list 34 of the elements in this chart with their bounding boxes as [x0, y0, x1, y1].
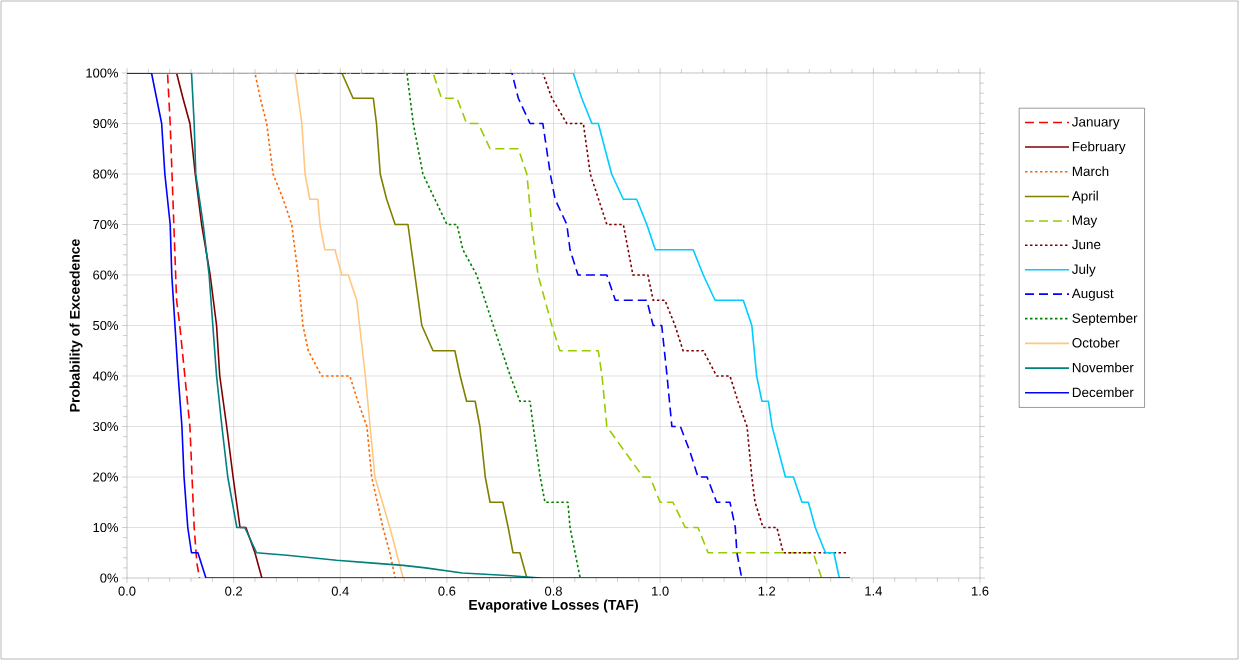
legend-label: January	[1071, 117, 1120, 130]
y-tick-label: 30%	[93, 421, 119, 432]
y-tick-label: 80%	[93, 169, 119, 179]
legend-label: November	[1072, 362, 1134, 373]
legend-label: May	[1072, 215, 1098, 228]
y-tick-label: 50%	[93, 320, 119, 331]
y-tick-label: 40%	[92, 371, 119, 381]
x-tick-label: 0.6	[438, 586, 456, 596]
y-tick-label: 0%	[100, 573, 119, 583]
legend-label: April	[1071, 190, 1098, 204]
legend-label: June	[1071, 239, 1101, 250]
y-tick-label: 10%	[93, 522, 119, 533]
legend-label: July	[1071, 264, 1096, 277]
y-tick-label: 70%	[93, 219, 119, 230]
x-tick-label: 0.8	[545, 586, 562, 596]
legend-label: February	[1072, 141, 1126, 154]
x-tick-label: 0.2	[225, 586, 242, 596]
y-tick-label: 100%	[86, 68, 119, 78]
legend-label: December	[1072, 387, 1134, 398]
x-tick-label: 0.4	[331, 586, 349, 596]
x-tick-label: 0.0	[118, 586, 136, 596]
y-axis-title: Probability of Exceedence	[69, 239, 83, 412]
x-tick-label: 1.0	[652, 586, 669, 596]
x-tick-label: 1.4	[865, 586, 883, 596]
legend-label: September	[1072, 313, 1138, 326]
y-tick-label: 60%	[93, 270, 119, 280]
x-tick-label: 1.6	[971, 586, 989, 596]
y-tick-label: 20%	[93, 472, 119, 482]
legend-label: August	[1071, 288, 1114, 301]
x-axis-title: Evaporative Losses (TAF)	[469, 599, 638, 613]
x-tick-label: 1.2	[758, 586, 776, 596]
legend-label: October	[1072, 337, 1120, 348]
legend-label: March	[1072, 166, 1109, 177]
y-tick-label: 90%	[93, 118, 119, 129]
